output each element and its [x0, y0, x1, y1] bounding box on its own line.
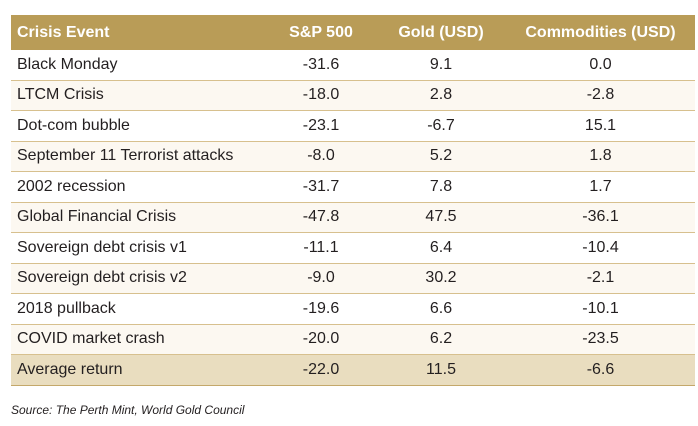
cell-sp500: -31.7 — [266, 171, 376, 203]
crisis-returns-table: Crisis Event S&P 500 Gold (USD) Commodit… — [11, 15, 695, 386]
cell-gold: 6.2 — [376, 324, 506, 355]
average-return-row: Average return -22.0 11.5 -6.6 — [11, 354, 695, 386]
header-row: Crisis Event S&P 500 Gold (USD) Commodit… — [11, 15, 695, 50]
cell-event: Global Financial Crisis — [11, 202, 266, 233]
cell-sp500: -20.0 — [266, 324, 376, 355]
cell-commodities: -36.1 — [506, 202, 695, 233]
table-row: Global Financial Crisis -47.8 47.5 -36.1 — [11, 202, 695, 233]
cell-sp500: -22.0 — [266, 354, 376, 386]
cell-sp500: -9.0 — [266, 263, 376, 294]
table-row: Sovereign debt crisis v2 -9.0 30.2 -2.1 — [11, 263, 695, 294]
cell-gold: 6.4 — [376, 232, 506, 264]
table-row: Black Monday -31.6 9.1 0.0 — [11, 50, 695, 81]
cell-sp500: -11.1 — [266, 232, 376, 264]
cell-sp500: -31.6 — [266, 50, 376, 81]
table-row: Sovereign debt crisis v1 -11.1 6.4 -10.4 — [11, 232, 695, 264]
cell-gold: 11.5 — [376, 354, 506, 386]
header-gold: Gold (USD) — [376, 15, 506, 50]
cell-event: Dot-com bubble — [11, 110, 266, 142]
cell-commodities: -2.1 — [506, 263, 695, 294]
cell-commodities: 15.1 — [506, 110, 695, 142]
cell-event: LTCM Crisis — [11, 80, 266, 111]
cell-event: 2018 pullback — [11, 293, 266, 325]
cell-commodities: -10.4 — [506, 232, 695, 264]
header-crisis-event: Crisis Event — [11, 15, 266, 50]
cell-gold: 5.2 — [376, 141, 506, 172]
cell-gold: 2.8 — [376, 80, 506, 111]
cell-event: COVID market crash — [11, 324, 266, 355]
table-row: 2002 recession -31.7 7.8 1.7 — [11, 171, 695, 203]
cell-sp500: -19.6 — [266, 293, 376, 325]
table-row: LTCM Crisis -18.0 2.8 -2.8 — [11, 80, 695, 111]
cell-sp500: -23.1 — [266, 110, 376, 142]
cell-sp500: -18.0 — [266, 80, 376, 111]
cell-gold: 9.1 — [376, 50, 506, 81]
cell-event: Average return — [11, 354, 266, 386]
cell-event: 2002 recession — [11, 171, 266, 203]
cell-gold: 7.8 — [376, 171, 506, 203]
cell-gold: 30.2 — [376, 263, 506, 294]
table-row: 2018 pullback -19.6 6.6 -10.1 — [11, 293, 695, 325]
cell-commodities: 0.0 — [506, 50, 695, 81]
header-commodities: Commodities (USD) — [506, 15, 695, 50]
cell-commodities: -2.8 — [506, 80, 695, 111]
cell-sp500: -8.0 — [266, 141, 376, 172]
cell-event: Sovereign debt crisis v1 — [11, 232, 266, 264]
header-sp500: S&P 500 — [266, 15, 376, 50]
cell-commodities: 1.7 — [506, 171, 695, 203]
cell-gold: 6.6 — [376, 293, 506, 325]
cell-sp500: -47.8 — [266, 202, 376, 233]
table-row: COVID market crash -20.0 6.2 -23.5 — [11, 324, 695, 355]
cell-event: September 11 Terrorist attacks — [11, 141, 266, 172]
cell-gold: 47.5 — [376, 202, 506, 233]
cell-commodities: 1.8 — [506, 141, 695, 172]
cell-event: Black Monday — [11, 50, 266, 81]
cell-event: Sovereign debt crisis v2 — [11, 263, 266, 294]
table-row: September 11 Terrorist attacks -8.0 5.2 … — [11, 141, 695, 172]
cell-commodities: -23.5 — [506, 324, 695, 355]
table-row: Dot-com bubble -23.1 -6.7 15.1 — [11, 110, 695, 142]
cell-commodities: -10.1 — [506, 293, 695, 325]
source-note: Source: The Perth Mint, World Gold Counc… — [11, 403, 245, 417]
cell-commodities: -6.6 — [506, 354, 695, 386]
cell-gold: -6.7 — [376, 110, 506, 142]
